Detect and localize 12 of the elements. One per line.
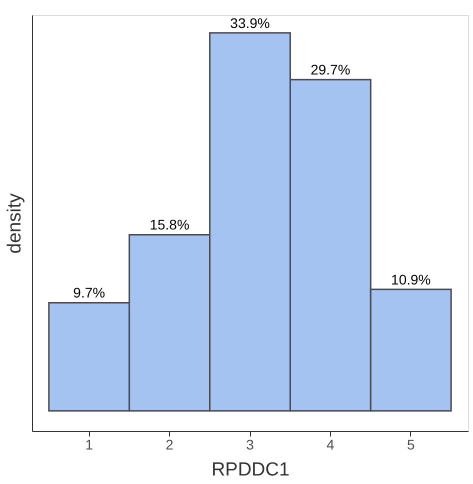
x-tick-label: 2 — [166, 436, 174, 452]
data-label: 33.9% — [230, 14, 270, 31]
data-label: 9.7% — [73, 284, 106, 301]
y-axis-title: density — [4, 192, 26, 254]
x-tick-label: 4 — [326, 436, 335, 452]
data-label: 10.9% — [391, 271, 431, 288]
data-label: 29.7% — [310, 62, 350, 78]
x-tick-label: 5 — [406, 436, 415, 452]
data-label: 15.8% — [150, 216, 190, 233]
x-tick-label: 1 — [85, 436, 94, 452]
x-tick-label: 3 — [246, 436, 254, 452]
x-axis-title: RPDDC1 — [211, 460, 290, 480]
